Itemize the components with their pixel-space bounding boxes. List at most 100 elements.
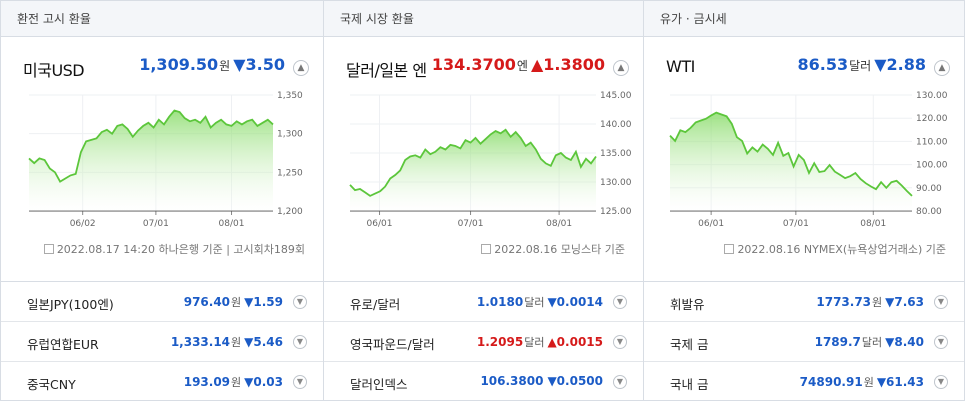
chevron-down-icon[interactable]: ▼ [934,295,948,309]
item-value-block: 1773.73원 ▼7.63 [816,294,924,310]
document-icon [724,244,735,254]
list-item[interactable]: 국제 금 1789.7달러 ▼8.40 ▼ [644,322,964,362]
item-value: 976.40 [183,295,231,309]
quote-value: 86.53 [797,55,849,74]
y-tick-label: 80.00 [916,207,942,217]
list-item[interactable]: 국내 금 74890.91원 ▼61.43 ▼ [644,362,964,402]
item-change: ▼7.63 [885,295,924,309]
source-note: 2022.08.16 NYMEX(뉴욕상업거래소) 기준 [724,241,946,257]
item-value-block: 1789.7달러 ▼8.40 [815,334,924,350]
list-item[interactable]: 유로/달러 1.0180달러 ▼0.0014 ▼ [324,282,643,322]
item-value: 1.2095 [476,335,524,349]
wti-chart: 130.00 120.00 110.00 100.00 90.00 80.00 06/01 0… [669,91,948,227]
source-note: 2022.08.17 14:20 하나은행 기준 | 고시회차189회 [43,241,305,257]
quote-list: 유로/달러 1.0180달러 ▼0.0014 ▼ 영국파운드/달러 1.2095달… [324,281,643,402]
item-change: ▼0.03 [244,375,283,389]
x-tick-label: 06/02 [70,219,96,227]
y-tick-label: 90.00 [916,184,942,194]
item-name: 유럽연합EUR [27,337,99,352]
item-value-block: 74890.91원 ▼61.43 [800,374,924,390]
quote-value-block: 134.3700엔 ▲1.3800 [432,55,605,74]
series-line [28,109,274,183]
list-item[interactable]: 휘발유 1773.73원 ▼7.63 ▼ [644,282,964,322]
item-value: 1773.73 [816,295,872,309]
source-text: 2022.08.16 모닝스타 기준 [494,243,625,256]
y-tick-label: 1,200 [277,207,303,217]
quote-change: ▼2.88 [874,55,926,74]
chevron-up-icon[interactable]: ▲ [934,60,950,76]
item-change: ▼5.46 [244,335,283,349]
item-value-block: 976.40원 ▼1.59 [184,294,283,310]
list-item[interactable]: 유럽연합EUR 1,333.14원 ▼5.46 ▼ [1,322,323,362]
y-tick-label: 1,250 [277,168,303,178]
y-tick-label: 1,350 [277,91,303,101]
chevron-down-icon[interactable]: ▼ [293,335,307,349]
item-unit: 원 [231,296,242,309]
quote-title[interactable]: WTI [666,57,695,76]
quote-unit: 엔 [516,59,528,73]
item-change: ▼61.43 [876,375,924,389]
tab-oil-gold[interactable]: 유가 · 금시세 [644,1,964,37]
quote-value: 134.3700 [431,55,516,74]
series-area [350,129,596,211]
quote-change: ▼3.50 [233,55,285,74]
item-change: ▼8.40 [885,335,924,349]
item-value: 74890.91 [799,375,863,389]
item-change: ▼0.0500 [547,374,603,388]
item-value-block: 193.09원 ▼0.03 [184,374,283,390]
y-tick-label: 140.00 [600,120,632,130]
list-item[interactable]: 영국파운드/달러 1.2095달러 ▲0.0015 ▼ [324,322,643,362]
main-quote: 달러/일본 엔 134.3700엔 ▲1.3800 ▲ [324,53,643,83]
quote-value: 1,309.50 [139,55,219,74]
list-item[interactable]: 일본JPY(100엔) 976.40원 ▼1.59 ▼ [1,282,323,322]
item-name: 유로/달러 [350,297,401,312]
item-name: 영국파운드/달러 [350,337,435,352]
x-tick-label: 07/01 [458,219,484,227]
chevron-down-icon[interactable]: ▼ [293,295,307,309]
item-unit: 원 [231,336,242,349]
series-line [349,128,597,197]
chevron-down-icon[interactable]: ▼ [613,375,627,389]
item-value-block: 106.3800 ▼0.0500 [480,374,603,388]
quote-title[interactable]: 달러/일본 엔 [346,61,427,80]
item-value-block: 1,333.14원 ▼5.46 [171,334,283,350]
y-tick-label: 120.00 [916,114,948,124]
y-tick-label: 130.00 [600,178,632,188]
main-quote: WTI 86.53달러 ▼2.88 ▲ [644,53,964,83]
item-change: ▲0.0015 [547,335,603,349]
item-value: 193.09 [183,375,231,389]
chevron-down-icon[interactable]: ▼ [613,335,627,349]
quote-value-block: 1,309.50원 ▼3.50 [139,55,285,74]
panel-exchange-notice: 환전 고시 환율 미국USD 1,309.50원 ▼3.50 ▲ 1,350 1,3… [1,1,323,400]
document-icon [481,244,492,254]
chevron-down-icon[interactable]: ▼ [934,375,948,389]
y-tick-label: 125.00 [600,207,632,217]
chevron-up-icon[interactable]: ▲ [613,60,629,76]
list-item[interactable]: 중국CNY 193.09원 ▼0.03 ▼ [1,362,323,402]
chevron-down-icon[interactable]: ▼ [613,295,627,309]
list-item[interactable]: 달러인덱스 106.3800 ▼0.0500 ▼ [324,362,643,402]
series-line [669,111,913,197]
usd-jpy-chart: 145.00 140.00 135.00 130.00 125.00 06/01 07/01… [349,91,632,227]
item-value-block: 1.2095달러 ▲0.0015 [477,334,603,350]
item-change: ▼0.0014 [547,295,603,309]
chevron-down-icon[interactable]: ▼ [293,375,307,389]
quote-title[interactable]: 미국USD [23,61,85,80]
chevron-up-icon[interactable]: ▲ [293,60,309,76]
item-change: ▼1.59 [244,295,283,309]
quote-value-block: 86.53달러 ▼2.88 [798,55,926,74]
y-tick-label: 135.00 [600,149,632,159]
tab-intl-market[interactable]: 국제 시장 환율 [324,1,643,37]
item-name: 국제 금 [670,337,709,352]
chevron-down-icon[interactable]: ▼ [934,335,948,349]
item-name: 국내 금 [670,377,709,392]
quote-change: ▲1.3800 [530,55,605,74]
quote-unit: 원 [219,59,231,73]
item-unit: 원 [863,376,874,389]
document-icon [43,244,54,254]
main-quote: 미국USD 1,309.50원 ▼3.50 ▲ [1,53,323,83]
x-tick-label: 08/01 [219,219,245,227]
item-name: 중국CNY [27,377,76,392]
tab-exchange-notice[interactable]: 환전 고시 환율 [1,1,323,37]
